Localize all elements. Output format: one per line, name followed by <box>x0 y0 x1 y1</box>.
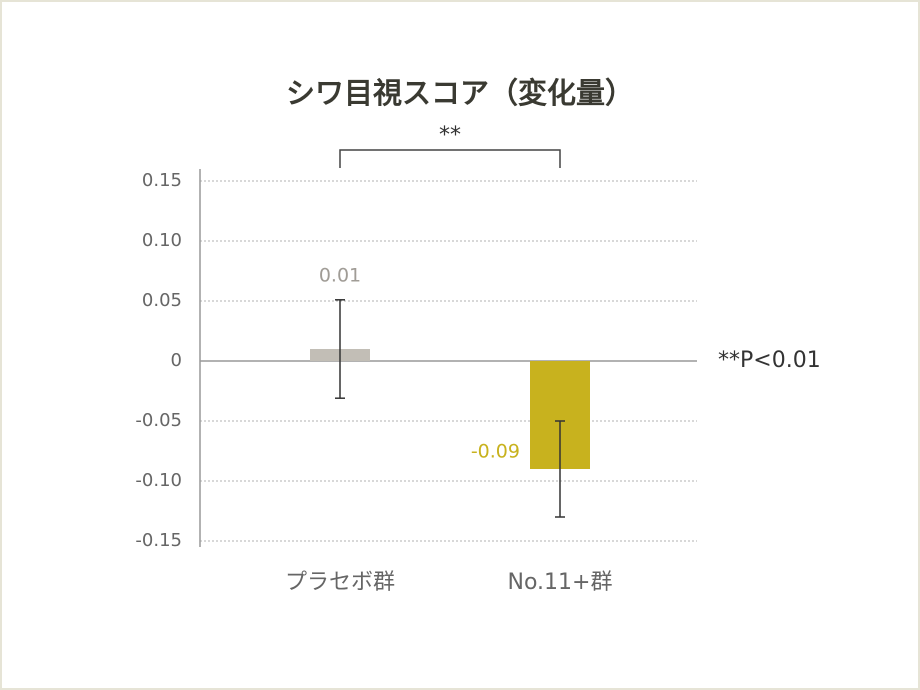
value-label: 0.01 <box>319 264 361 286</box>
significance-label: ** <box>439 123 461 148</box>
y-tick-label: 0.05 <box>142 290 182 311</box>
error-bar <box>335 299 345 399</box>
y-tick-label: -0.05 <box>135 410 182 431</box>
y-tick-label: -0.15 <box>135 530 182 551</box>
y-tick-label: 0.10 <box>142 230 182 251</box>
note: **P<0.01 <box>718 348 821 373</box>
chart-title: シワ目視スコア（変化量） <box>286 76 634 110</box>
x-tick-label: No.11+群 <box>508 570 613 595</box>
significance-bracket <box>339 149 561 168</box>
value-label: -0.09 <box>471 441 520 463</box>
y-tick-label: 0 <box>171 350 182 371</box>
error-bar <box>555 420 565 518</box>
y-tick-label: 0.15 <box>142 170 182 191</box>
y-tick-label: -0.10 <box>135 470 182 491</box>
x-tick-label: プラセボ群 <box>285 570 395 595</box>
